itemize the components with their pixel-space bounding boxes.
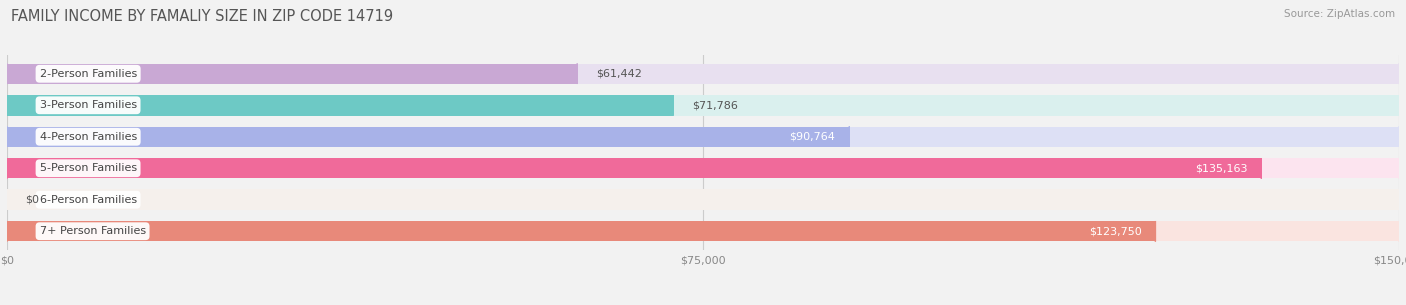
Bar xyxy=(7,95,1399,116)
Bar xyxy=(7,95,673,116)
Text: 3-Person Families: 3-Person Families xyxy=(39,100,136,110)
Text: $135,163: $135,163 xyxy=(1195,163,1247,173)
Bar xyxy=(7,158,1399,178)
Bar xyxy=(7,63,578,84)
Bar xyxy=(7,127,849,147)
Bar xyxy=(7,63,1399,84)
Bar xyxy=(7,221,1399,242)
Text: $90,764: $90,764 xyxy=(790,132,835,142)
Text: 7+ Person Families: 7+ Person Families xyxy=(39,226,146,236)
Bar xyxy=(7,158,1261,178)
Bar xyxy=(7,189,1399,210)
Text: 5-Person Families: 5-Person Families xyxy=(39,163,136,173)
Text: FAMILY INCOME BY FAMALIY SIZE IN ZIP CODE 14719: FAMILY INCOME BY FAMALIY SIZE IN ZIP COD… xyxy=(11,9,394,24)
Text: 6-Person Families: 6-Person Families xyxy=(39,195,136,205)
Text: $123,750: $123,750 xyxy=(1088,226,1142,236)
Bar xyxy=(7,221,1156,242)
Text: $0: $0 xyxy=(25,195,39,205)
Bar xyxy=(7,127,1399,147)
Text: $61,442: $61,442 xyxy=(596,69,641,79)
Text: $71,786: $71,786 xyxy=(692,100,738,110)
Text: 4-Person Families: 4-Person Families xyxy=(39,132,136,142)
Text: Source: ZipAtlas.com: Source: ZipAtlas.com xyxy=(1284,9,1395,19)
Text: 2-Person Families: 2-Person Families xyxy=(39,69,136,79)
